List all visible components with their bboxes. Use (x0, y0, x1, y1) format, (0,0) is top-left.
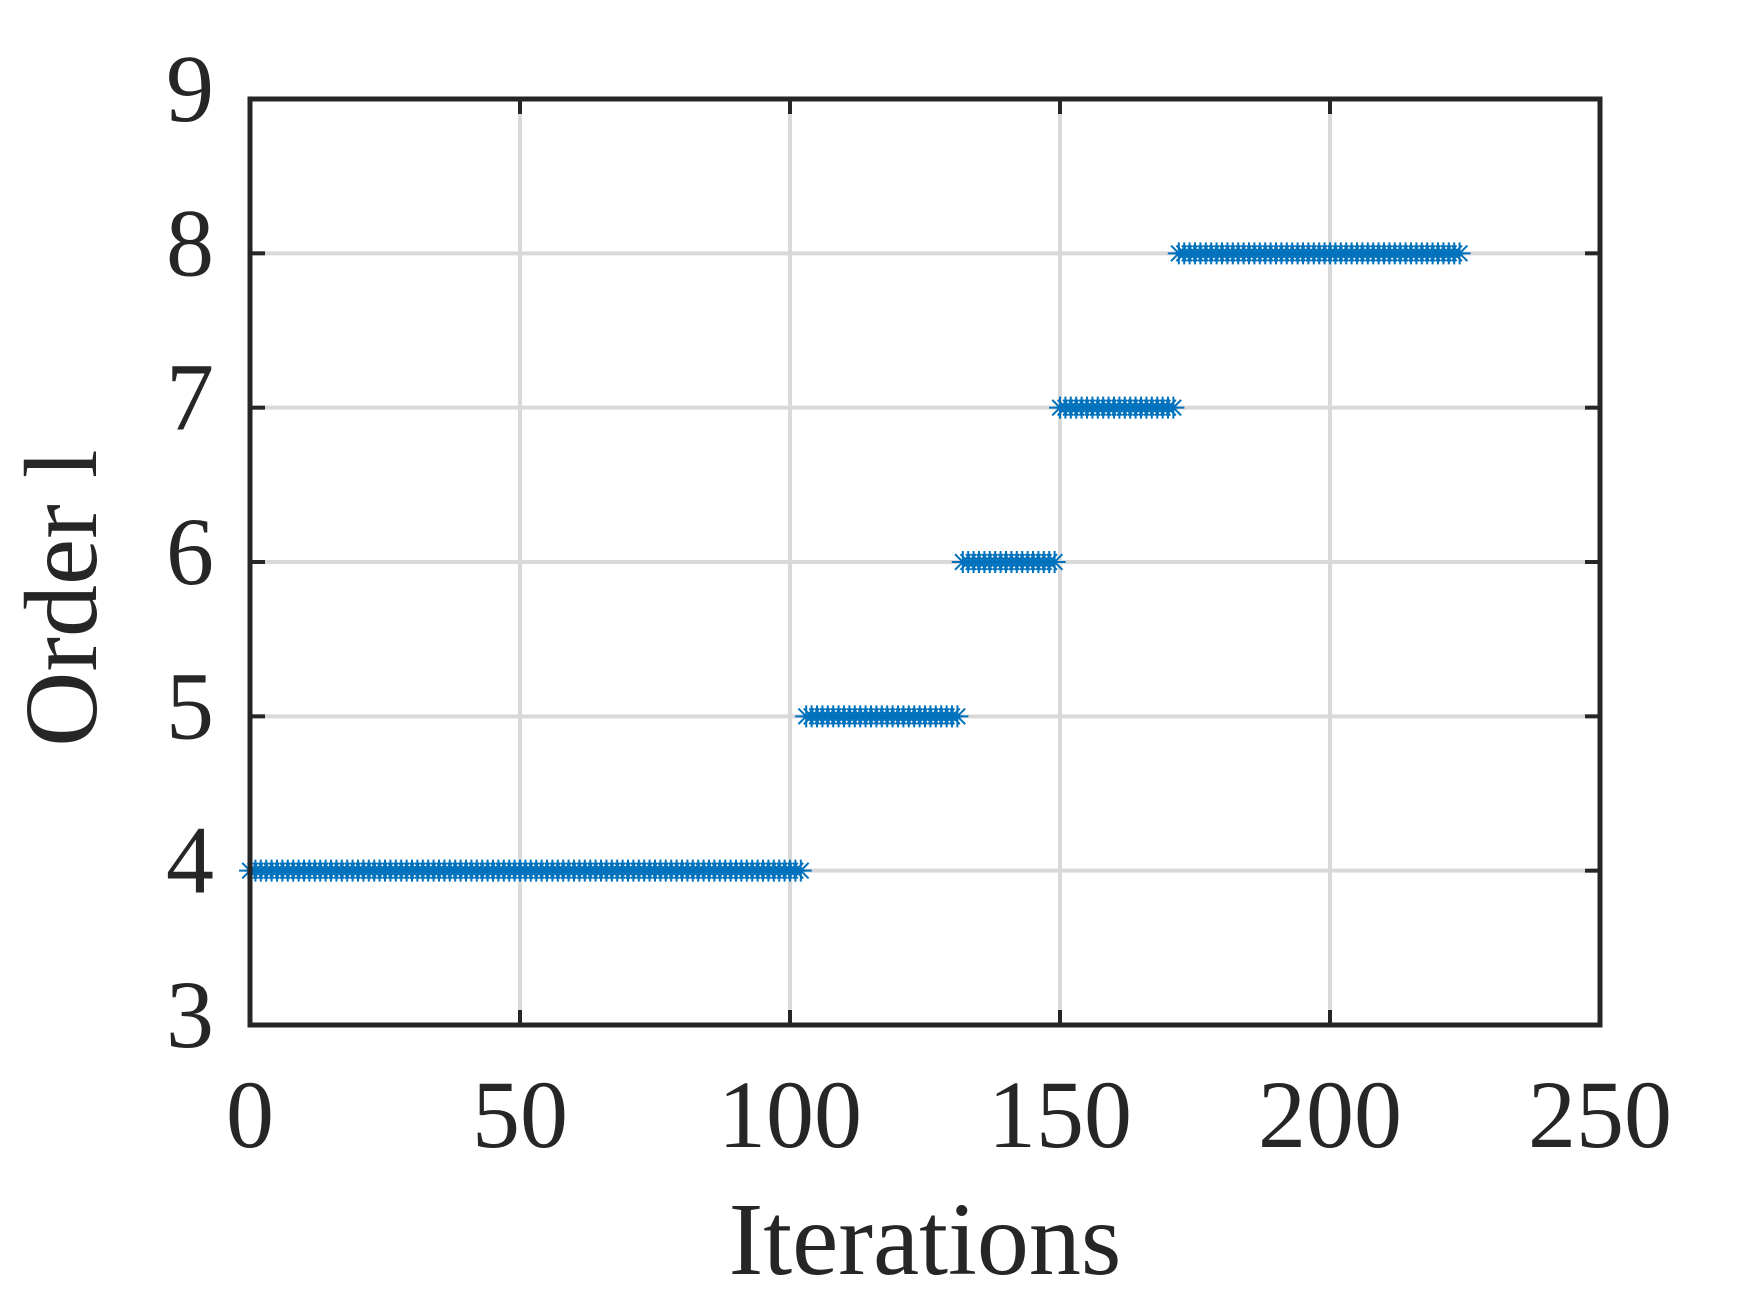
point (1448, 242, 1471, 265)
y-tick-label: 3 (166, 961, 214, 1068)
x-tick-label: 150 (988, 1061, 1132, 1168)
y-axis-label: Order l (4, 449, 119, 746)
x-tick-label: 100 (718, 1061, 862, 1168)
point (946, 705, 969, 728)
point (1043, 551, 1066, 573)
y-tick-label: 9 (166, 35, 214, 142)
x-axis-label: Iterations (729, 1182, 1122, 1297)
x-tick-label: 0 (226, 1061, 274, 1168)
point (789, 859, 812, 882)
y-tick-label: 4 (166, 807, 214, 914)
x-tick-label: 200 (1258, 1061, 1402, 1168)
x-tick-label: 50 (472, 1061, 568, 1168)
y-tick-label: 6 (166, 498, 214, 605)
plot-frame (247, 96, 1603, 1028)
point (1162, 396, 1185, 419)
x-tick-label: 250 (1528, 1061, 1672, 1168)
y-tick-label: 5 (166, 652, 214, 759)
y-tick-label: 7 (166, 344, 214, 451)
y-tick-label: 8 (166, 189, 214, 296)
